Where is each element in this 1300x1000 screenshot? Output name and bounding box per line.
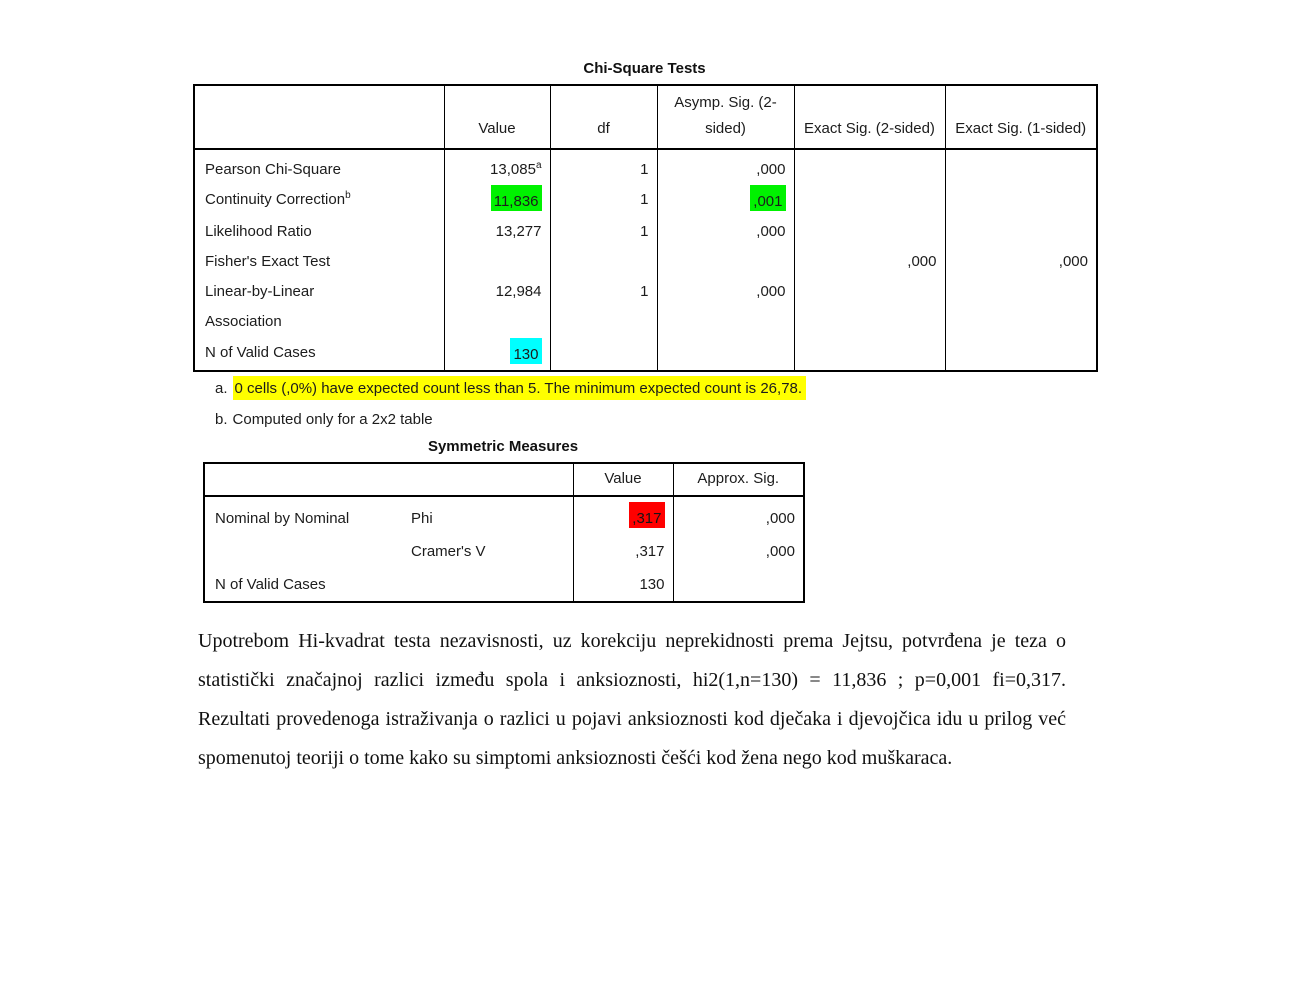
row-continuity-correction: Continuity Correctionb 11,836 1 ,001 bbox=[194, 185, 1097, 217]
row-label: Continuity Correctionb bbox=[194, 185, 444, 217]
row-label: Fisher's Exact Test bbox=[205, 253, 331, 270]
cell-group: N of Valid Cases bbox=[215, 576, 326, 593]
cell-asymp-sig: ,000 bbox=[656, 277, 794, 338]
cell-exact-sig-1 bbox=[944, 185, 1097, 217]
cell-approx-sig bbox=[672, 568, 804, 602]
cell-exact-sig-2 bbox=[793, 277, 945, 338]
footnote-b-marker: b. bbox=[215, 411, 228, 428]
cell-exact-sig-1 bbox=[944, 149, 1097, 185]
chi-square-table: Value df Asymp. Sig. (2-sided) Exact Sig… bbox=[193, 84, 1098, 372]
cell-exact-sig-2: ,000 bbox=[793, 247, 945, 277]
footnote-marker-a: a bbox=[535, 160, 542, 171]
chi-square-tests-section: Chi-Square Tests Value df Asymp. Sig. (2… bbox=[193, 60, 1098, 372]
cell-exact-sig-2 bbox=[793, 185, 945, 217]
cell-asymp-sig: ,001 bbox=[656, 185, 794, 217]
cell-value bbox=[443, 247, 550, 277]
cell-value-text: 13,085 bbox=[490, 161, 536, 178]
cell-measure: Phi bbox=[411, 510, 433, 527]
green-highlight: ,001 bbox=[750, 185, 786, 211]
cell-group bbox=[204, 535, 401, 568]
cell-exact-sig-1 bbox=[944, 338, 1097, 371]
cell-exact-sig-2 bbox=[793, 338, 945, 371]
row-label: Pearson Chi-Square bbox=[194, 149, 444, 185]
col-header-approx-sig: Approx. Sig. bbox=[672, 463, 804, 497]
row-likelihood-ratio: Likelihood Ratio 13,277 1 ,000 bbox=[194, 217, 1097, 247]
row-linear-by-linear-association: Linear-by-Linear Association 12,984 1 ,0… bbox=[194, 277, 1097, 338]
cell-asymp-sig bbox=[656, 247, 794, 277]
footnote-b: b. Computed only for a 2x2 table bbox=[215, 404, 806, 435]
footnote-marker-b: b bbox=[345, 190, 351, 201]
row-fishers-exact-test: Fisher's Exact Test ,000 ,000 bbox=[194, 247, 1097, 277]
row-label: Linear-by-Linear Association bbox=[194, 277, 444, 338]
cell-value: ,317 bbox=[572, 535, 673, 568]
col-header-stub bbox=[204, 463, 573, 497]
cell-measure: Cramer's V bbox=[411, 543, 486, 560]
cell-asymp-sig bbox=[656, 338, 794, 371]
row-label: Likelihood Ratio bbox=[205, 223, 312, 240]
cell-value: 11,836 bbox=[443, 185, 550, 217]
chi-square-header-row: Value df Asymp. Sig. (2-sided) Exact Sig… bbox=[194, 85, 1097, 150]
cell-df bbox=[549, 338, 657, 371]
col-header-exact-sig-1-sided: Exact Sig. (1-sided) bbox=[944, 85, 1097, 150]
row-label-line1: Linear-by-Linear bbox=[205, 283, 315, 300]
cell-df: 1 bbox=[549, 217, 657, 247]
cell-asymp-sig: ,000 bbox=[656, 149, 794, 185]
row-n-of-valid-cases: N of Valid Cases 130 bbox=[194, 338, 1097, 371]
col-header-df: df bbox=[549, 85, 657, 150]
cell-value: 130 bbox=[572, 568, 673, 602]
cell-approx-sig: ,000 bbox=[672, 535, 804, 568]
cell-value: ,317 bbox=[572, 496, 673, 535]
table-footnotes: a. 0 cells (,0%) have expected count less… bbox=[215, 373, 807, 435]
cell-asymp-sig: ,000 bbox=[656, 217, 794, 247]
row-label-text: Pearson Chi-Square bbox=[205, 161, 341, 178]
cell-value: 13,085a bbox=[443, 149, 550, 185]
cell-value: 13,277 bbox=[443, 217, 550, 247]
cell-exact-sig-2 bbox=[793, 217, 945, 247]
row-label-text: Continuity Correction bbox=[205, 191, 346, 208]
col-header-value: Value bbox=[572, 463, 673, 497]
row-pearson-chi-square: Pearson Chi-Square 13,085a 1 ,000 bbox=[194, 149, 1097, 185]
red-highlight: ,317 bbox=[629, 502, 665, 528]
row-n-of-valid-cases: N of Valid Cases 130 bbox=[204, 568, 804, 602]
interpretation-paragraph: Upotrebom Hi-kvadrat testa nezavisnosti,… bbox=[198, 630, 1066, 769]
cyan-highlight: 130 bbox=[510, 338, 542, 364]
col-header-value: Value bbox=[443, 85, 550, 150]
footnote-a: a. 0 cells (,0%) have expected count less… bbox=[215, 373, 807, 404]
cell-df bbox=[549, 247, 657, 277]
chi-square-table-title: Chi-Square Tests bbox=[583, 60, 706, 77]
cell-exact-sig-1: ,000 bbox=[944, 247, 1097, 277]
symmetric-measures-table: Value Approx. Sig. Nominal by Nominal Ph… bbox=[203, 462, 805, 603]
cell-value: 130 bbox=[443, 338, 550, 371]
green-highlight: 11,836 bbox=[490, 185, 542, 211]
yellow-highlight: 0 cells (,0%) have expected count less t… bbox=[232, 376, 807, 400]
row-label: N of Valid Cases bbox=[205, 344, 316, 361]
row-cramers-v: Cramer's V ,317 ,000 bbox=[204, 535, 804, 568]
cell-exact-sig-2 bbox=[793, 149, 945, 185]
cell-df: 1 bbox=[549, 185, 657, 217]
cell-df: 1 bbox=[549, 149, 657, 185]
col-header-stub bbox=[194, 85, 444, 150]
cell-value: 12,984 bbox=[443, 277, 550, 338]
cell-group: Nominal by Nominal bbox=[215, 510, 350, 527]
cell-exact-sig-1 bbox=[944, 277, 1097, 338]
footnote-a-marker: a. bbox=[215, 380, 228, 397]
symmetric-measures-header-row: Value Approx. Sig. bbox=[204, 463, 804, 497]
symmetric-measures-section: Symmetric Measures Value Approx. Sig. No… bbox=[203, 438, 805, 603]
cell-df: 1 bbox=[549, 277, 657, 338]
cell-approx-sig: ,000 bbox=[672, 496, 804, 535]
cell-measure bbox=[401, 568, 573, 602]
row-label-line2: Association bbox=[205, 313, 282, 330]
footnote-b-text: Computed only for a 2x2 table bbox=[232, 411, 433, 428]
col-header-exact-sig-2-sided: Exact Sig. (2-sided) bbox=[793, 85, 945, 150]
cell-exact-sig-1 bbox=[944, 217, 1097, 247]
col-header-asymp-sig-2-sided: Asymp. Sig. (2-sided) bbox=[656, 85, 794, 150]
symmetric-measures-table-title: Symmetric Measures bbox=[427, 438, 579, 455]
row-phi: Nominal by Nominal Phi ,317 ,000 bbox=[204, 496, 804, 535]
